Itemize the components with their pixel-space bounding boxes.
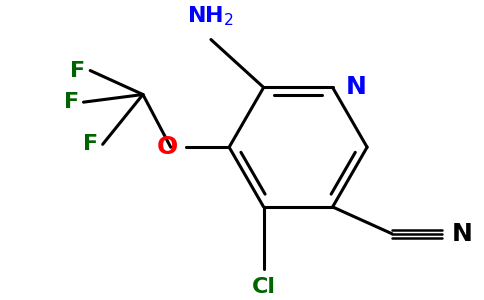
Text: F: F xyxy=(63,92,79,112)
Text: F: F xyxy=(70,61,86,80)
Text: N: N xyxy=(346,75,367,99)
Text: O: O xyxy=(157,135,179,159)
Text: N: N xyxy=(452,222,472,246)
Text: Cl: Cl xyxy=(252,277,275,297)
Text: F: F xyxy=(83,134,98,154)
Text: NH$_2$: NH$_2$ xyxy=(187,4,234,28)
